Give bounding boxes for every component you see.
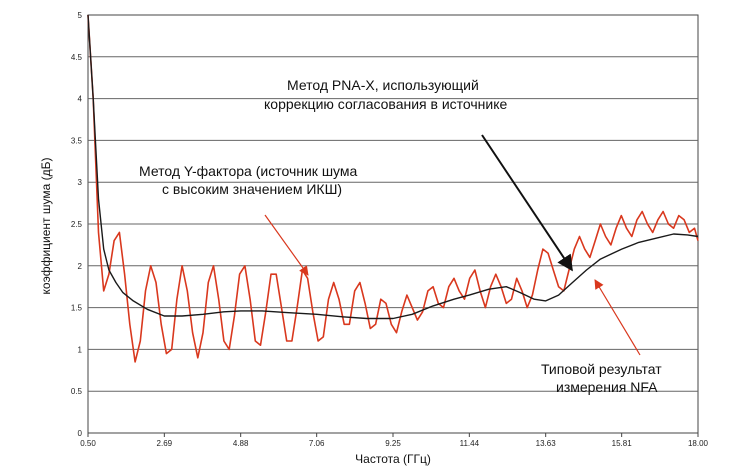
x-tick-label: 13.63 (536, 439, 557, 448)
annotation-pna-line2: коррекцию согласования в источнике (264, 96, 508, 112)
x-tick-label: 9.25 (385, 439, 401, 448)
x-tick-label: 18.00 (688, 439, 709, 448)
y-tick-labels: 0 0.5 1 1.5 2 2.5 3 3.5 4 4.5 5 (71, 11, 83, 438)
grid-lines (88, 56, 698, 392)
x-axis-title: Частота (ГГц) (355, 452, 431, 466)
x-tick-label: 4.88 (233, 439, 249, 448)
series-lines (87, 14, 699, 363)
pna-arrow (481, 134, 573, 272)
y-tick-label: 4 (78, 95, 83, 104)
series-line-black (87, 14, 699, 320)
annotation-nfa-line2: измерения NFA (556, 379, 658, 395)
y-tick-label: 4.5 (71, 53, 83, 62)
y-tick-label: 1.5 (71, 304, 83, 313)
x-tick-label: 7.06 (309, 439, 325, 448)
y-tick-label: 2 (78, 262, 83, 271)
yfactor-arrow (264, 214, 309, 276)
x-tick-labels: 0.50 2.69 4.88 7.06 9.25 11.44 13.63 15.81 18.00 (80, 433, 709, 448)
y-tick-label: 2.5 (71, 220, 83, 229)
x-tick-label: 11.44 (460, 439, 480, 448)
y-tick-label: 3 (78, 178, 83, 187)
x-tick-label: 15.81 (612, 439, 633, 448)
y-tick-label: 5 (78, 11, 83, 20)
x-tick-label: 2.69 (157, 439, 173, 448)
y-tick-label: 1 (78, 345, 83, 354)
series-line-red (87, 14, 699, 363)
y-tick-label: 3.5 (71, 136, 83, 145)
annotation-nfa-line1: Типовой результат (541, 361, 662, 377)
annotation-yfactor-line1: Метод Y-фактора (источник шума (139, 163, 358, 179)
x-tick-label: 0.50 (80, 439, 96, 448)
annotation-yfactor-line2: с высоким значением ИКШ) (162, 181, 342, 197)
y-tick-label: 0.5 (71, 387, 83, 396)
annotation-pna-line1: Метод PNA-X, использующий (287, 77, 479, 93)
y-tick-label: 0 (78, 429, 83, 438)
y-axis-title: коэффициент шума (дБ) (39, 158, 53, 295)
nfa-arrow (594, 279, 641, 356)
